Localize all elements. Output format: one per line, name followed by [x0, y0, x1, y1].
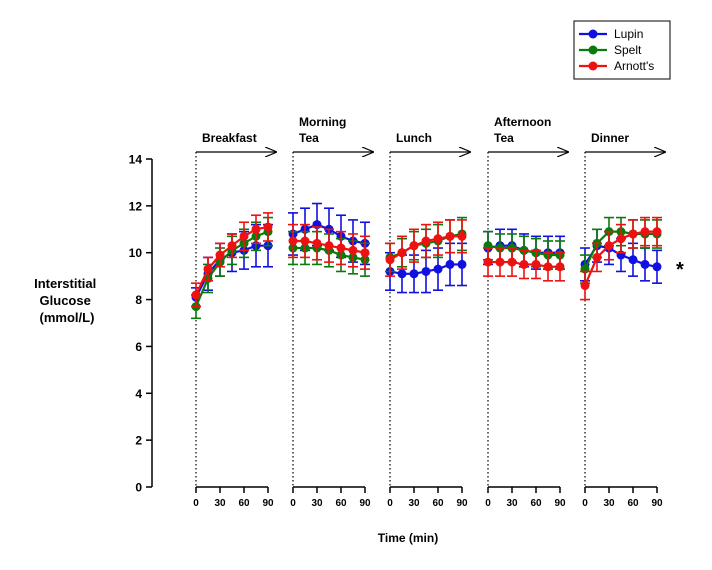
data-point — [457, 259, 467, 269]
data-point — [288, 236, 298, 246]
data-point — [628, 255, 638, 265]
data-point — [263, 222, 273, 232]
x-tick-label: 90 — [554, 498, 566, 509]
x-tick-label: 60 — [238, 498, 250, 509]
data-point — [433, 234, 443, 244]
y-tick-label: 6 — [135, 340, 142, 354]
data-point — [652, 262, 662, 272]
data-point — [203, 264, 213, 274]
legend-swatch-marker — [588, 61, 598, 71]
data-point — [457, 231, 467, 241]
data-point — [239, 231, 249, 241]
y-tick-label: 12 — [129, 199, 143, 213]
data-point — [312, 238, 322, 248]
data-point — [531, 259, 541, 269]
legend-swatch-marker — [588, 29, 598, 39]
data-point — [409, 269, 419, 279]
data-point — [397, 269, 407, 279]
meal-label: Lunch — [396, 131, 432, 145]
y-tick-label: 10 — [129, 246, 143, 260]
data-point — [507, 257, 517, 267]
y-axis-title-line-1: Interstitial — [34, 276, 96, 291]
x-tick-label: 0 — [582, 498, 588, 509]
data-point — [433, 264, 443, 274]
y-axis-title-line-3: (mmol/L) — [40, 310, 95, 325]
x-tick-label: 30 — [603, 498, 615, 509]
x-tick-label: 60 — [432, 498, 444, 509]
data-point — [555, 262, 565, 272]
series-layer — [191, 202, 662, 320]
series-arnotts — [191, 212, 662, 308]
x-tick-label: 0 — [485, 498, 491, 509]
x-tick-label: 60 — [530, 498, 542, 509]
data-point — [227, 241, 237, 251]
x-tick-label: 30 — [214, 498, 226, 509]
x-tick-label: 60 — [627, 498, 639, 509]
axes: 0 2 4 6 8 10 12 14 0 30 60 90 0 30 60 90 0 30 60 90 0 30 60 90 0… — [129, 153, 663, 510]
data-point — [215, 250, 225, 260]
data-point — [336, 243, 346, 253]
meal-label: Morning — [299, 115, 346, 129]
data-point — [640, 259, 650, 269]
meal-label: Breakfast — [202, 131, 257, 145]
significance-marker: * — [676, 259, 684, 281]
data-point — [628, 229, 638, 239]
x-tick-label: 30 — [311, 498, 323, 509]
data-point — [519, 259, 529, 269]
legend-label: Lupin — [614, 27, 643, 41]
data-point — [495, 257, 505, 267]
data-point — [483, 257, 493, 267]
x-tick-label: 90 — [359, 498, 371, 509]
data-point — [652, 227, 662, 237]
data-point — [409, 241, 419, 251]
data-point — [300, 236, 310, 246]
data-point — [191, 290, 201, 300]
x-tick-label: 0 — [193, 498, 199, 509]
y-tick-label: 8 — [135, 293, 142, 307]
data-point — [592, 252, 602, 262]
meal-label: Dinner — [591, 131, 629, 145]
legend-label: Spelt — [614, 43, 642, 57]
x-tick-label: 60 — [335, 498, 347, 509]
y-axis-title-line-2: Glucose — [40, 293, 91, 308]
data-point — [421, 266, 431, 276]
x-tick-label: 30 — [506, 498, 518, 509]
meal-label: Tea — [494, 131, 514, 145]
data-point — [543, 262, 553, 272]
data-point — [324, 241, 334, 251]
data-point — [604, 241, 614, 251]
data-point — [445, 231, 455, 241]
data-point — [421, 236, 431, 246]
data-point — [348, 245, 358, 255]
meal-label: Afternoon — [494, 115, 551, 129]
x-tick-label: 30 — [408, 498, 420, 509]
y-tick-label: 0 — [135, 481, 142, 495]
y-tick-label: 2 — [135, 434, 142, 448]
y-tick-label: 4 — [135, 387, 142, 401]
y-axis-title: Interstitial Glucose (mmol/L) — [34, 276, 100, 325]
x-axis-title: Time (min) — [378, 531, 438, 545]
data-point — [580, 281, 590, 291]
x-tick-label: 90 — [262, 498, 274, 509]
x-tick-label: 0 — [290, 498, 296, 509]
y-tick-label: 14 — [129, 153, 143, 167]
data-point — [445, 259, 455, 269]
legend: Lupin Spelt Arnott's — [573, 20, 671, 80]
data-point — [616, 234, 626, 244]
data-point — [397, 248, 407, 258]
legend-swatch-marker — [588, 45, 598, 55]
data-point — [360, 248, 370, 258]
data-point — [251, 224, 261, 234]
data-point — [385, 255, 395, 265]
meal-markers: Breakfast Morning Tea Lunch Afternoon Tea Dinn… — [195, 115, 665, 487]
legend-label: Arnott's — [614, 59, 654, 73]
x-tick-label: 90 — [456, 498, 468, 509]
meal-label: Tea — [299, 131, 319, 145]
data-point — [640, 227, 650, 237]
x-tick-label: 90 — [651, 498, 663, 509]
x-tick-label: 0 — [387, 498, 393, 509]
